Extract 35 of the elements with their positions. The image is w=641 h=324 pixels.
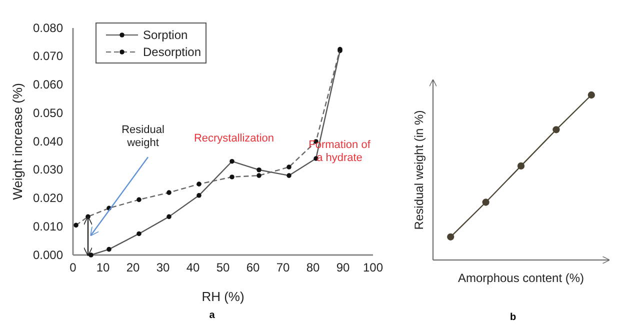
- point: [552, 126, 560, 134]
- x-tick-label: 80: [306, 260, 320, 275]
- x-tick-label: 10: [96, 260, 110, 275]
- x-tick-label: 30: [156, 260, 170, 275]
- x-tick-label: 60: [246, 260, 260, 275]
- annotation: Recrystallization: [194, 132, 274, 144]
- annotation: Residual weight: [122, 124, 164, 149]
- y-tick-label: 0.020: [32, 191, 64, 206]
- y-tick-label: 0.030: [32, 162, 64, 177]
- text: b: [510, 312, 516, 323]
- point: [517, 162, 525, 170]
- y-tick-label: 0.010: [32, 219, 64, 234]
- x-axis-title: Amorphous content (%): [458, 271, 584, 285]
- point: [482, 198, 490, 206]
- y-tick-label: 0.050: [32, 106, 64, 120]
- x-tick-label: 50: [216, 260, 230, 275]
- x-axis-title: RH (%): [202, 289, 244, 304]
- y-tick-label: 0.080: [32, 20, 64, 35]
- x-tick-label: 70: [276, 260, 290, 275]
- x-tick-label: 90: [336, 260, 350, 275]
- y-axis-title: Weight increase (%): [10, 83, 25, 200]
- x-tick-label: 40: [186, 260, 200, 275]
- y-tick-label: 0.000: [32, 248, 64, 262]
- y-tick-label: 0.060: [32, 78, 64, 92]
- y-tick-label: 0.070: [32, 49, 64, 64]
- y-tick-label: 0.040: [32, 134, 64, 148]
- point: [447, 233, 454, 240]
- x-tick-label: 20: [126, 260, 140, 275]
- point: [588, 91, 595, 99]
- y-axis-title: Residual weight (in %): [412, 110, 426, 230]
- text: a: [209, 310, 216, 321]
- legend-label: Sorption: [143, 28, 188, 42]
- legend-label: Desorption: [143, 45, 202, 59]
- x-tick-label: 100: [362, 260, 384, 275]
- x-tick-label: 0: [70, 260, 77, 275]
